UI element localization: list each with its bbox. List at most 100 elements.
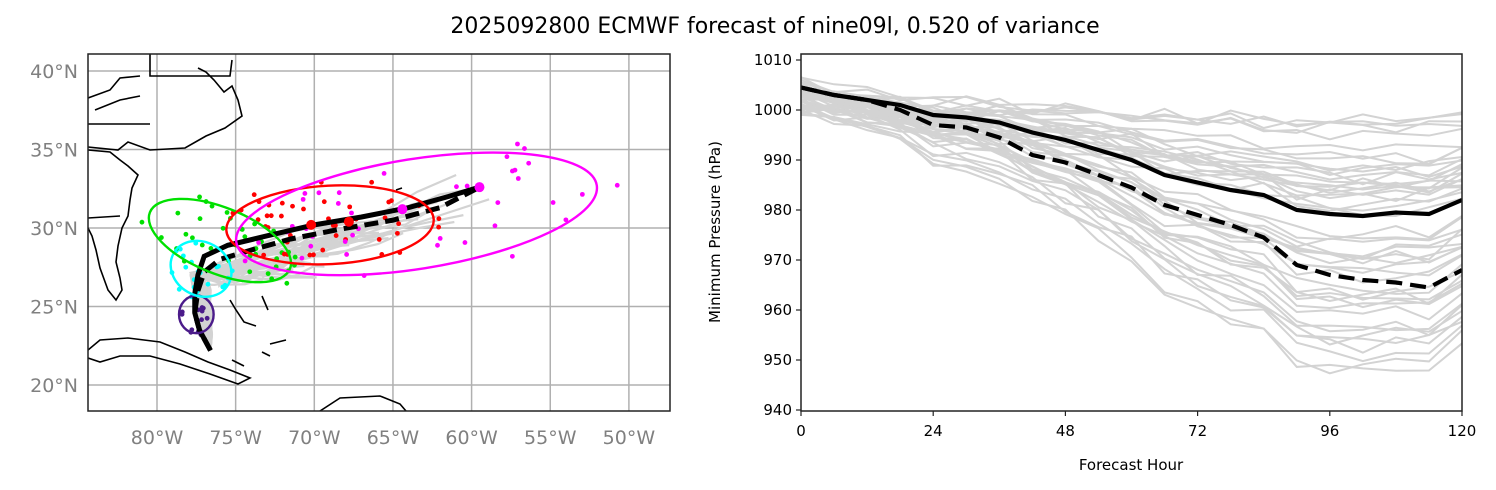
member-position-dot <box>199 317 204 323</box>
member-pressure-line <box>801 89 1462 186</box>
member-position-dot <box>462 240 468 245</box>
map-panel: 80°W 75°W 70°W 65°W 60°W 55°W 50°W 20°N 25°N 30°N… <box>30 53 671 449</box>
member-position-dot <box>139 219 145 225</box>
mean-position-marker <box>343 216 354 227</box>
member-position-dot <box>268 213 274 219</box>
x-tick-label: 120 <box>1448 422 1477 440</box>
member-position-dot <box>175 210 181 216</box>
member-track <box>192 237 389 351</box>
member-pressure-line <box>801 112 1462 354</box>
map-frame <box>87 53 671 412</box>
member-position-dot <box>376 237 382 242</box>
y-tick-label: 940 <box>763 401 792 419</box>
member-pressure-line <box>801 79 1462 141</box>
member-position-dot <box>216 263 221 269</box>
member-position-dot <box>199 242 205 248</box>
member-position-dot <box>284 280 290 286</box>
member-position-dot <box>504 154 510 160</box>
weighted-pressure-line <box>801 85 1462 290</box>
y-tick-label: 980 <box>763 201 792 219</box>
member-position-dot <box>251 192 257 198</box>
member-position-dot <box>183 264 189 270</box>
member-pressure-line <box>801 101 1462 337</box>
member-position-dot <box>381 171 387 176</box>
member-position-dot <box>349 210 354 216</box>
member-pressure-line <box>801 104 1462 363</box>
member-position-dot <box>220 225 226 231</box>
lon-tick-label: 65°W <box>367 427 420 449</box>
uncertainty-ellipses <box>147 151 599 335</box>
pressure-ticks: 0 24 48 72 96 120 940 950 960 970 980 990 1000 1010 <box>754 51 1477 440</box>
member-position-dot <box>320 247 326 253</box>
member-position-dot <box>435 242 440 248</box>
member-position-dot <box>436 224 442 230</box>
x-axis-label: Forecast Hour <box>1079 456 1184 474</box>
lon-tick-label: 80°W <box>131 427 184 449</box>
lat-tick-label: 20°N <box>30 375 78 397</box>
lat-tick-label: 40°N <box>30 61 78 83</box>
member-position-dot <box>242 234 248 240</box>
coastline <box>88 149 139 302</box>
member-position-dot <box>265 271 271 277</box>
member-position-dot <box>190 235 195 241</box>
coastlines <box>88 54 407 411</box>
x-tick-label: 24 <box>924 422 943 440</box>
member-pressure-line <box>801 104 1462 260</box>
member-position-dot <box>321 199 327 205</box>
member-position-dot <box>522 146 527 151</box>
member-position-dot <box>256 240 262 245</box>
y-tick-label: 970 <box>763 251 792 269</box>
member-position-dot <box>316 190 322 196</box>
member-position-dot <box>242 258 248 264</box>
member-pressure-line <box>801 104 1462 212</box>
member-position-dot <box>224 210 230 215</box>
mean-position-marker <box>397 204 408 215</box>
member-position-dot <box>208 246 214 251</box>
member-position-dot <box>159 235 164 240</box>
member-position-dot <box>205 281 211 287</box>
y-tick-label: 990 <box>763 151 792 169</box>
lon-tick-label: 70°W <box>288 427 341 449</box>
member-position-dot <box>563 217 569 223</box>
member-pressure-line <box>801 96 1462 128</box>
ellipse-magenta <box>234 151 599 277</box>
member-position-dot <box>454 184 459 190</box>
member-position-dot <box>299 255 305 261</box>
x-tick-label: 0 <box>796 422 806 440</box>
member-position-dot <box>300 196 306 202</box>
member-position-dot <box>197 216 203 222</box>
member-position-dot <box>307 252 313 258</box>
mean-position-marker <box>474 182 485 193</box>
x-tick-label: 48 <box>1056 422 1075 440</box>
member-position-dot <box>347 204 353 210</box>
mean-position-marker <box>306 219 317 230</box>
pressure-series <box>801 85 1462 290</box>
member-position-dot <box>495 200 501 205</box>
member-position-dot <box>308 243 314 249</box>
member-position-dot <box>302 191 308 196</box>
member-position-dot <box>437 235 443 241</box>
member-position-dot <box>396 221 402 227</box>
member-position-dot <box>350 232 355 238</box>
coastline <box>319 395 407 411</box>
member-position-dot <box>247 269 253 275</box>
map-tick-labels: 80°W 75°W 70°W 65°W 60°W 55°W 50°W 20°N 25°N 30°N… <box>30 61 655 449</box>
member-position-dot <box>394 230 400 236</box>
member-position-dot <box>333 223 338 228</box>
member-position-dot <box>301 206 306 212</box>
member-position-dot <box>526 160 532 166</box>
coastline <box>88 75 141 111</box>
y-tick-label: 960 <box>763 301 792 319</box>
x-tick-label: 72 <box>1188 422 1207 440</box>
figure-title: 2025092800 ECMWF forecast of nine09l, 0.… <box>450 14 1100 39</box>
lat-tick-label: 25°N <box>30 297 78 319</box>
member-position-dot <box>464 183 470 189</box>
ellipse-red <box>225 184 435 266</box>
member-position-dot <box>179 311 185 317</box>
coastline <box>229 295 287 367</box>
member-position-dot <box>199 305 205 310</box>
member-position-dot <box>579 191 585 197</box>
member-position-dot <box>492 223 498 229</box>
lon-tick-label: 50°W <box>603 427 656 449</box>
